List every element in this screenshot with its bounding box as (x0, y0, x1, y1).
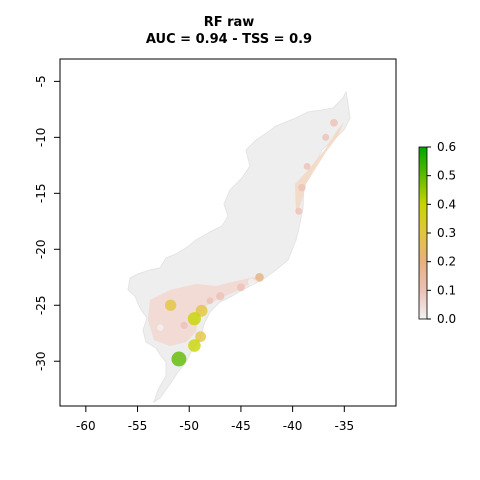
legend-tick-label-4: 0.2 (437, 255, 456, 269)
color-legend: 0.6 0.5 0.4 0.3 0.2 0.1 0.0 (418, 140, 456, 326)
legend-tick-label-5: 0.1 (437, 283, 456, 297)
study-area-land (127, 90, 351, 404)
hotspot-14 (157, 324, 164, 331)
y-tick-label-3: -20 (34, 239, 48, 259)
y-tick-label-2: -15 (34, 184, 48, 204)
suitability-hotspots (157, 118, 338, 367)
southern-low-suitability-band (148, 276, 262, 346)
distribution-raster (127, 90, 351, 404)
legend-tick-label-6: 0.0 (437, 312, 456, 326)
hotspot-12 (188, 339, 201, 352)
hotspot-13 (171, 351, 187, 367)
hotspot-5 (255, 272, 264, 282)
hotspot-3 (298, 183, 306, 192)
x-tick-label-0: -60 (76, 419, 96, 433)
legend-tick-label-0: 0.6 (437, 140, 456, 154)
legend-tick-label-2: 0.4 (437, 197, 456, 211)
y-tick-label-4: -25 (34, 295, 48, 315)
map-subtitle: AUC = 0.94 - TSS = 0.9 (146, 32, 312, 47)
coastal-low-suitability-band (295, 122, 344, 214)
hotspot-16 (206, 297, 214, 305)
y-tick-label-0: -5 (34, 75, 48, 87)
y-axis: -5 -10 -15 -20 -25 -30 (34, 75, 61, 371)
x-tick-label-2: -50 (179, 419, 199, 433)
hotspot-10 (195, 331, 206, 342)
hotspot-2 (303, 163, 311, 170)
y-tick-label-1: -10 (34, 128, 48, 148)
map-title: RF raw (204, 15, 255, 30)
x-tick-label-3: -45 (231, 419, 251, 433)
hotspot-11 (164, 299, 177, 311)
hotspot-9 (187, 312, 201, 326)
legend-tick-label-1: 0.5 (437, 169, 456, 183)
hotspot-1 (322, 133, 330, 141)
legend-tick-label-3: 0.3 (437, 226, 456, 240)
hotspot-6 (236, 283, 245, 292)
hotspot-17 (247, 278, 255, 286)
x-axis: -60 -55 -50 -45 -40 -35 (76, 405, 355, 433)
x-tick-label-4: -40 (283, 419, 303, 433)
y-tick-label-5: -30 (34, 351, 48, 371)
hotspot-15 (180, 321, 188, 329)
hotspot-0 (330, 118, 338, 127)
x-tick-label-5: -35 (335, 419, 355, 433)
hotspot-4 (295, 207, 303, 215)
x-tick-label-1: -55 (128, 419, 148, 433)
legend-colorbar (418, 146, 428, 320)
hotspot-7 (216, 292, 225, 301)
